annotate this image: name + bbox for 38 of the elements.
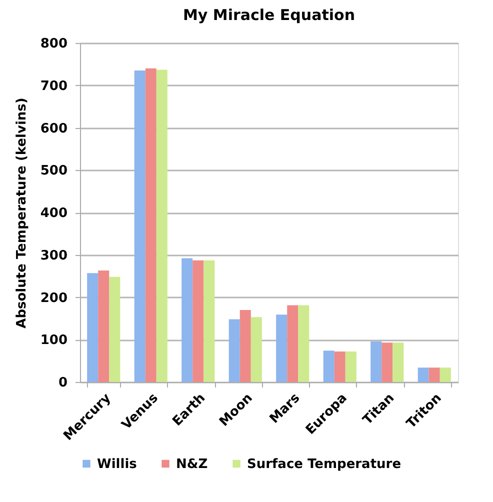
bar [345,351,356,382]
bar [428,368,440,382]
y-tick-label: 500 [40,164,68,179]
y-tick-label: 100 [40,333,68,348]
legend-label: Surface Temperature [247,456,402,472]
bar [370,341,382,382]
legend-label: N&Z [176,456,208,472]
y-tick-label: 400 [40,206,68,221]
bar [298,305,310,382]
bar [418,368,429,382]
bar [156,70,168,382]
bar [323,350,334,382]
bar [145,68,156,382]
bar [276,314,288,382]
bar [440,368,451,382]
bar [334,351,346,382]
y-tick-label: 600 [40,121,68,136]
bar [134,70,146,382]
bar [392,342,404,382]
bar [228,319,240,382]
chart-title: My Miracle Equation [182,6,356,24]
y-tick-label: 200 [40,290,68,306]
bar [250,317,262,382]
bar [192,260,204,382]
legend-label: Willis [97,456,138,472]
y-tick-label: 0 [58,376,68,390]
y-axis-title: Absolute Temperature (kelvins) [14,98,30,328]
bar [87,273,98,382]
bar [182,258,193,382]
bar [204,260,215,382]
bar [98,270,110,382]
y-tick-label: 800 [40,36,68,52]
y-tick-label: 300 [40,248,68,264]
bar [109,276,120,382]
bar [287,305,298,382]
bar [240,310,251,382]
y-tick-label: 700 [40,78,68,94]
bar [382,342,393,382]
